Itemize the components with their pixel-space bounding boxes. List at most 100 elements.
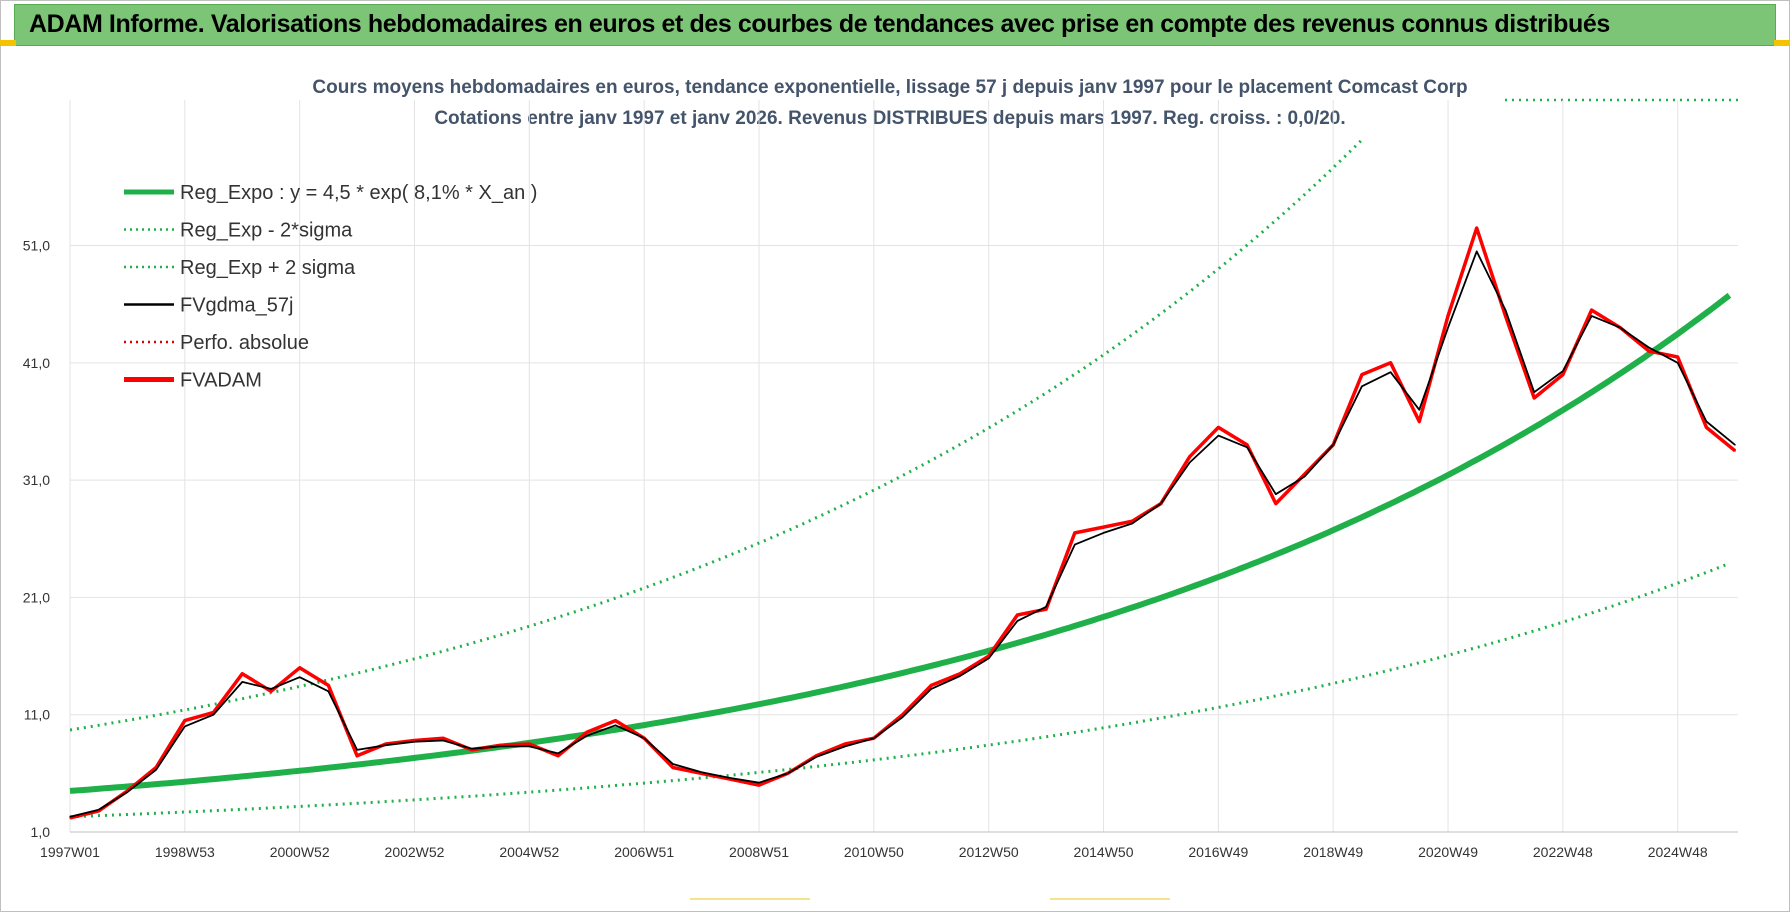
fvgdma-point <box>787 772 789 774</box>
fvadam-point <box>614 719 617 722</box>
fvgdma-point <box>1705 420 1708 423</box>
corner-mark-left <box>0 40 16 46</box>
fvgdma-point <box>1189 461 1191 464</box>
report-banner: ADAM Informe. Valorisations hebdomadaire… <box>14 4 1776 46</box>
fvgdma-point <box>155 769 157 771</box>
fvgdma-point <box>1016 620 1019 622</box>
fvadam-point <box>1648 350 1650 352</box>
fvadam-point <box>1217 426 1220 429</box>
fvgdma-point <box>270 688 272 690</box>
fvadam-point <box>1102 526 1105 528</box>
fvgdma-point <box>1447 327 1449 329</box>
fvgdma-point <box>1648 347 1650 349</box>
series-reg-exp-minus-2sigma <box>69 562 1730 819</box>
fvadam-point <box>1131 520 1134 522</box>
fvgdma-point <box>1303 476 1306 478</box>
fvadam-point <box>1418 420 1421 423</box>
y-tick-label: 51,0 <box>23 238 50 254</box>
fvgdma-point <box>901 716 904 718</box>
fvgdma-point <box>586 735 588 737</box>
x-tick-label: 2000W52 <box>270 844 330 860</box>
x-tick-label: 2006W51 <box>614 844 674 860</box>
fvgdma-point <box>1734 444 1736 446</box>
fvadam-point <box>69 817 71 819</box>
fvgdma-point <box>299 676 301 678</box>
y-tick-label: 31,0 <box>23 472 50 488</box>
fvadam-point <box>1705 426 1708 429</box>
fvgdma-point <box>1677 362 1679 364</box>
fvadam-point <box>1246 444 1248 446</box>
fvgdma-point <box>1418 409 1420 411</box>
fvadam-point <box>1590 309 1593 311</box>
series-fvgdma-57j <box>69 250 1736 818</box>
fvgdma-point <box>844 745 846 747</box>
fvadam-point <box>1504 315 1507 317</box>
fvgdma-point <box>327 690 329 692</box>
fvgdma-point <box>1102 532 1105 534</box>
x-tick-label: 2022W48 <box>1533 844 1593 860</box>
fvadam-point <box>1188 455 1191 458</box>
y-tick-label: 41,0 <box>23 355 50 371</box>
fvgdma-point <box>557 752 559 755</box>
fvgdma-point <box>1562 370 1564 372</box>
fvadam-point <box>557 754 559 757</box>
fvgdma-point <box>1361 385 1363 387</box>
x-tick-label: 2018W49 <box>1303 844 1363 860</box>
fvadam-point <box>815 754 818 757</box>
fvgdma-point <box>356 749 358 751</box>
fvgdma-point <box>212 714 215 716</box>
fvgdma-point <box>413 741 416 743</box>
legend-label: FVgdma_57j <box>180 295 293 317</box>
fvgdma-point <box>959 675 961 677</box>
corner-mark-right <box>1774 40 1790 46</box>
bottom-strip-mark <box>1050 898 1170 900</box>
fvadam-point <box>471 749 473 751</box>
fvgdma-point <box>184 725 186 728</box>
fvadam-point <box>585 731 588 734</box>
legend-label: Perfo. absolue <box>180 332 309 354</box>
fvgdma-point <box>1590 315 1593 317</box>
fvgdma-point <box>873 737 875 739</box>
fvgdma-point <box>442 739 444 742</box>
x-tick-label: 1998W53 <box>155 844 215 860</box>
fvgdma-point <box>471 748 473 750</box>
x-tick-label: 2004W52 <box>499 844 559 860</box>
fvadam-point <box>385 743 387 745</box>
fvadam-point <box>930 684 933 687</box>
legend: Reg_Expo : y = 4,5 * exp( 8,1% * X_an ) R… <box>124 182 537 392</box>
fvgdma-point <box>69 816 71 818</box>
fvgdma-point <box>1504 309 1507 311</box>
fvadam-point <box>97 810 100 812</box>
fvadam-point <box>184 719 186 722</box>
legend-label: Reg_Exp + 2 sigma <box>180 257 356 279</box>
fvadam-point <box>1074 532 1076 534</box>
fvadam-point <box>1734 450 1736 452</box>
y-tick-label: 11,0 <box>24 707 50 723</box>
fvadam-point <box>356 754 358 757</box>
grid <box>69 100 1738 833</box>
y-tick-label: 21,0 <box>23 589 50 605</box>
x-tick-label: 1997W01 <box>40 844 100 860</box>
fvadam-point <box>327 684 330 687</box>
fvgdma-point <box>98 809 100 811</box>
fvgdma-point <box>1332 444 1334 446</box>
fvgdma-point <box>1533 391 1535 393</box>
chart-title-line-2: Cotations entre janv 1997 et janv 2026. … <box>434 108 1345 129</box>
y-tick-label: 1,0 <box>31 824 51 840</box>
fvadam-point <box>844 743 846 745</box>
fvgdma-point <box>614 724 617 726</box>
fvadam-point <box>126 790 129 792</box>
axes: 1,0 11,0 21,0 31,0 41,0 51,0 1997W01 1998W53 200… <box>23 238 1738 860</box>
series-fvadam <box>69 226 1737 820</box>
legend-label: Reg_Exp - 2*sigma <box>180 220 353 242</box>
fvadam-point <box>270 690 272 693</box>
fvadam-point <box>959 672 961 675</box>
fvgdma-point <box>1160 502 1162 505</box>
fvadam-point <box>758 784 760 786</box>
fvadam-point <box>1676 356 1679 358</box>
fvadam-point <box>212 711 215 714</box>
fvadam-point <box>413 739 416 742</box>
fvadam-point <box>1562 373 1564 376</box>
